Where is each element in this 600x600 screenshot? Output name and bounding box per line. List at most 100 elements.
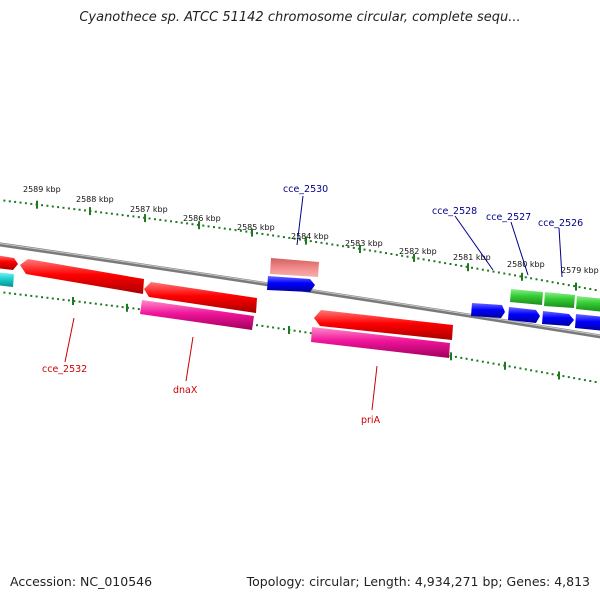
minor-tick (293, 329, 296, 332)
minor-tick (433, 260, 436, 263)
gene-label-priA[interactable]: priA (361, 415, 381, 426)
leader-line-cce-2527 (510, 221, 529, 276)
major-tick (198, 221, 200, 230)
minor-tick (266, 325, 269, 328)
gene-green-3[interactable] (576, 296, 600, 312)
minor-tick (159, 218, 162, 221)
gene-magenta-dnaX[interactable] (140, 300, 254, 330)
minor-tick (30, 294, 33, 297)
leader-line-priA (371, 365, 378, 411)
minor-tick (293, 237, 296, 240)
minor-tick (476, 267, 479, 270)
gene-label-cce-2528[interactable]: cce_2528 (432, 206, 477, 217)
minor-tick (546, 372, 549, 375)
minor-tick (368, 249, 371, 252)
minor-tick (589, 288, 592, 290)
map-title: Cyanothece sp. ATCC 51142 chromosome cir… (79, 10, 521, 25)
minor-tick (223, 227, 226, 230)
minor-tick (395, 253, 398, 256)
minor-tick (309, 240, 312, 243)
minor-tick (282, 236, 285, 239)
minor-tick (551, 373, 554, 376)
gene-blue-cce-2528[interactable] (471, 303, 505, 318)
minor-tick (137, 308, 140, 311)
kbp-label: 2581 kbp (453, 253, 491, 262)
minor-tick (578, 286, 581, 289)
minor-tick (110, 304, 113, 307)
minor-tick (213, 226, 215, 229)
major-tick (72, 297, 74, 305)
minor-tick (299, 330, 301, 333)
minor-tick (127, 214, 129, 217)
major-tick (413, 253, 415, 262)
minor-tick (132, 215, 135, 218)
minor-tick (492, 270, 495, 273)
minor-tick (3, 199, 6, 202)
gene-label-cce-2527[interactable]: cce_2527 (486, 212, 531, 223)
gene-label-cce-2530[interactable]: cce_2530 (283, 184, 328, 195)
minor-tick (379, 251, 382, 254)
minor-tick (460, 356, 463, 359)
inner-tick-track (3, 291, 597, 383)
gene-red-dnaX[interactable] (144, 282, 257, 313)
minor-tick (175, 221, 178, 223)
gene-red-priA[interactable] (314, 310, 453, 340)
outer-tick-track (3, 199, 597, 291)
minor-tick (116, 213, 119, 216)
gene-red-cce-2532[interactable] (20, 259, 144, 294)
gene-label-cce-2532[interactable]: cce_2532 (42, 364, 87, 375)
minor-tick (336, 244, 339, 247)
minor-tick (41, 296, 43, 299)
gene-green-1[interactable] (510, 289, 543, 305)
minor-tick (524, 368, 527, 371)
gene-blue-cce-2526[interactable] (542, 311, 574, 326)
gene-cyan-left-edge[interactable] (0, 272, 14, 287)
leader-line-dnaX (185, 336, 194, 382)
minor-tick (589, 380, 592, 382)
minor-tick (428, 259, 430, 262)
minor-tick (551, 281, 554, 284)
minor-tick (325, 242, 328, 245)
major-tick (467, 263, 469, 272)
gene-label-cce-2526[interactable]: cce_2526 (538, 218, 583, 229)
minor-tick (24, 202, 27, 205)
minor-tick (57, 206, 60, 209)
minor-tick (19, 201, 22, 204)
major-tick (504, 361, 506, 370)
minor-tick (417, 257, 420, 260)
minor-tick (229, 228, 232, 231)
kbp-label: 2583 kbp (345, 239, 383, 248)
gene-magenta-priA[interactable] (311, 327, 450, 358)
minor-tick (186, 222, 189, 225)
minor-tick (594, 381, 597, 383)
minor-tick (578, 378, 581, 381)
kbp-label: 2582 kbp (399, 247, 437, 256)
gene-pink-cce-2530[interactable] (270, 258, 319, 277)
gene-label-dnaX[interactable]: dnaX (173, 385, 198, 396)
minor-tick (148, 217, 151, 220)
minor-tick (567, 376, 570, 379)
gene-green-2[interactable] (544, 292, 575, 308)
minor-tick (100, 303, 103, 306)
minor-tick (105, 304, 108, 307)
minor-tick (422, 258, 425, 261)
gene-blue-right-edge[interactable] (575, 314, 600, 331)
minor-tick (444, 262, 447, 265)
minor-tick (67, 207, 70, 210)
minor-tick (256, 232, 258, 235)
minor-tick (487, 361, 490, 364)
minor-tick (78, 208, 81, 211)
minor-tick (562, 375, 565, 378)
minor-tick (62, 206, 65, 209)
minor-tick (315, 241, 318, 243)
leader-line-cce-2530 (296, 195, 304, 246)
gene-blue-cce-2530[interactable] (267, 276, 315, 292)
minor-tick (266, 233, 269, 236)
gene-red-forward-left-edge[interactable] (0, 255, 18, 270)
minor-tick (583, 379, 586, 382)
minor-tick (272, 326, 275, 329)
minor-tick (137, 216, 140, 219)
gene-blue-cce-2527[interactable] (508, 307, 540, 323)
major-tick (144, 214, 146, 223)
